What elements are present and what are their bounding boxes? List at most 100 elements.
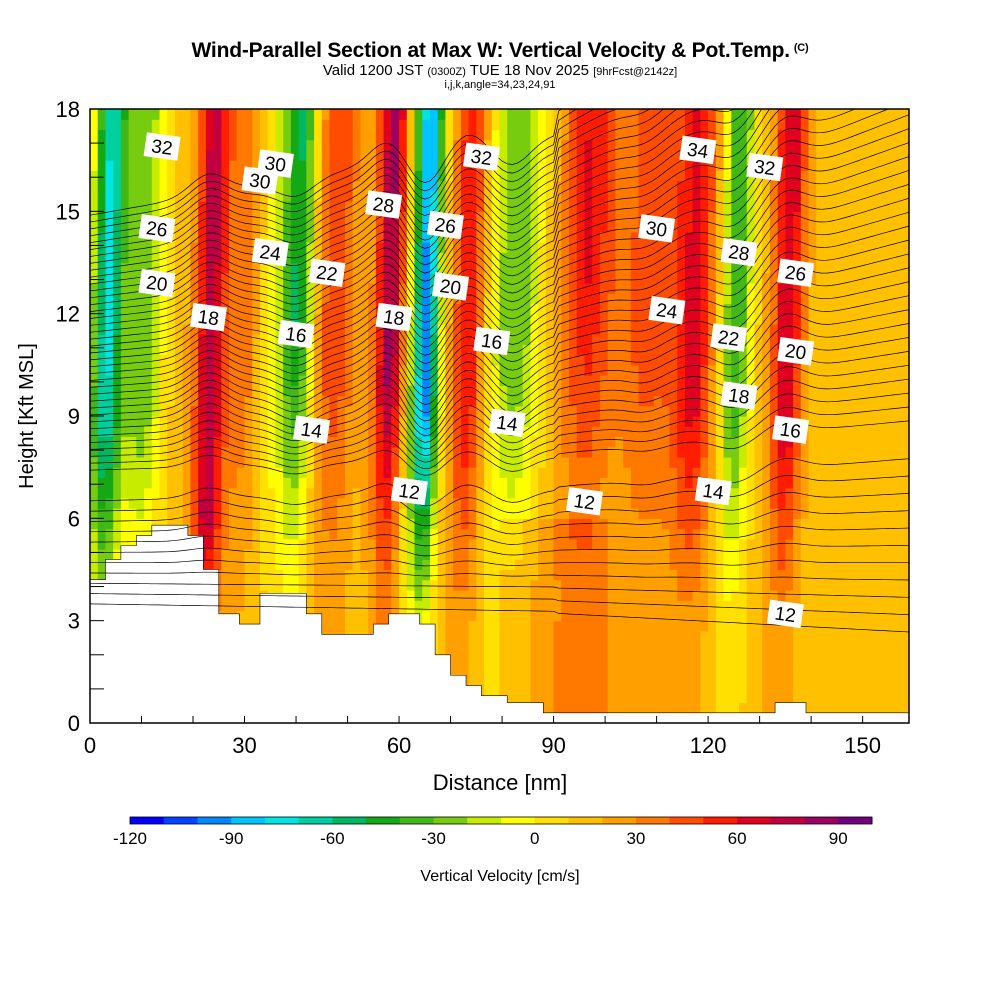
- velocity-cell: [700, 600, 709, 612]
- velocity-cell: [669, 262, 678, 274]
- velocity-cell: [314, 549, 323, 560]
- velocity-cell: [715, 620, 725, 632]
- velocity-cell: [314, 569, 323, 581]
- velocity-cell: [599, 354, 609, 366]
- velocity-cell: [692, 661, 701, 673]
- velocity-cell: [120, 323, 130, 335]
- velocity-cell: [113, 303, 122, 315]
- velocity-cell: [360, 149, 369, 161]
- velocity-cell: [352, 119, 362, 131]
- velocity-cell: [151, 364, 161, 376]
- velocity-cell: [90, 364, 99, 376]
- velocity-cell: [468, 170, 477, 182]
- velocity-cell: [437, 467, 447, 478]
- velocity-cell: [723, 221, 732, 233]
- velocity-cell: [476, 456, 485, 468]
- velocity-cell: [128, 497, 137, 509]
- velocity-cell: [460, 569, 470, 581]
- velocity-cell: [190, 272, 199, 284]
- velocity-cell: [151, 497, 161, 509]
- velocity-cell: [514, 446, 524, 458]
- velocity-cell: [314, 395, 323, 407]
- velocity-cell: [90, 221, 99, 233]
- velocity-cell: [646, 364, 655, 376]
- velocity-cell: [306, 180, 315, 192]
- velocity-cell: [514, 528, 524, 540]
- velocity-cell: [623, 242, 632, 253]
- velocity-cell: [545, 231, 555, 243]
- velocity-cell: [553, 692, 562, 704]
- velocity-cell: [530, 272, 539, 284]
- velocity-cell: [344, 497, 354, 509]
- velocity-cell: [283, 211, 292, 223]
- velocity-cell: [723, 610, 732, 622]
- velocity-cell: [654, 344, 663, 356]
- velocity-cell: [182, 272, 192, 284]
- velocity-cell: [259, 211, 269, 223]
- velocity-cell: [267, 272, 277, 284]
- velocity-cell: [569, 405, 578, 417]
- velocity-cell: [290, 467, 300, 478]
- velocity-cell: [229, 119, 238, 131]
- velocity-cell: [615, 303, 624, 315]
- velocity-cell: [607, 242, 616, 253]
- velocity-cell: [677, 385, 686, 397]
- velocity-cell: [144, 344, 153, 356]
- velocity-cell: [290, 446, 300, 458]
- velocity-cell: [522, 109, 532, 120]
- velocity-cell: [708, 446, 717, 458]
- velocity-cell: [677, 395, 686, 407]
- velocity-cell: [684, 201, 694, 212]
- velocity-cell: [229, 129, 238, 141]
- velocity-cell: [553, 323, 562, 335]
- velocity-cell: [190, 139, 199, 151]
- velocity-cell: [437, 242, 447, 253]
- velocity-cell: [615, 487, 624, 499]
- velocity-cell: [267, 446, 277, 458]
- velocity-cell: [700, 385, 709, 397]
- velocity-cell: [654, 682, 663, 693]
- velocity-cell: [654, 641, 663, 652]
- velocity-cell: [321, 160, 331, 171]
- velocity-cell: [205, 354, 215, 366]
- velocity-cell: [259, 303, 269, 315]
- velocity-cell: [182, 426, 192, 438]
- velocity-cell: [182, 385, 192, 397]
- velocity-cell: [259, 395, 269, 407]
- velocity-cell: [630, 579, 640, 591]
- velocity-cell: [329, 538, 338, 550]
- velocity-cell: [321, 467, 331, 478]
- velocity-cell: [553, 170, 562, 182]
- velocity-cell: [329, 589, 338, 601]
- velocity-cell: [298, 487, 307, 499]
- velocity-cell: [136, 170, 145, 182]
- velocity-cell: [128, 344, 137, 356]
- velocity-cell: [399, 456, 408, 468]
- velocity-cell: [715, 375, 725, 386]
- velocity-cell: [692, 477, 701, 489]
- velocity-cell: [422, 262, 431, 274]
- velocity-cell: [638, 702, 647, 714]
- velocity-cell: [383, 549, 392, 560]
- velocity-cell: [252, 190, 261, 202]
- velocity-cell: [406, 549, 416, 560]
- velocity-cell: [545, 242, 555, 253]
- velocity-cell: [507, 518, 516, 530]
- velocity-cell: [646, 620, 655, 632]
- velocity-cell: [468, 190, 477, 202]
- velocity-cell: [437, 600, 447, 612]
- velocity-cell: [198, 170, 207, 182]
- velocity-cell: [429, 109, 439, 120]
- velocity-cell: [522, 651, 532, 663]
- velocity-cell: [136, 242, 145, 253]
- valid-time-line: Valid 1200 JST (0300Z) TUE 18 Nov 2025 […: [0, 63, 1000, 80]
- velocity-cell: [437, 405, 447, 417]
- velocity-cell: [383, 446, 392, 458]
- velocity-cell: [684, 456, 694, 468]
- velocity-cell: [391, 282, 400, 294]
- velocity-cell: [437, 477, 447, 489]
- velocity-cell: [198, 262, 207, 274]
- velocity-cell: [615, 702, 624, 714]
- velocity-cell: [97, 477, 107, 489]
- velocity-cell: [476, 364, 485, 376]
